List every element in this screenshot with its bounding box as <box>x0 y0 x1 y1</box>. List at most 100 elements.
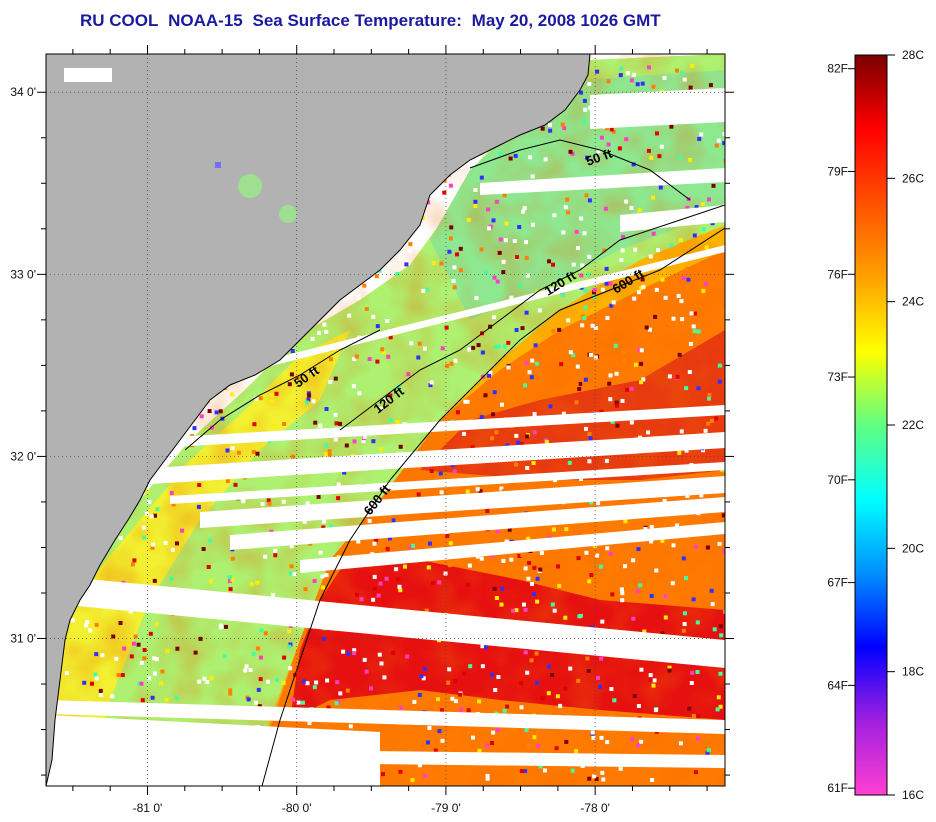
speckle-pixel <box>385 546 390 551</box>
speckle-pixel <box>632 694 637 699</box>
speckle-pixel <box>496 675 501 679</box>
speckle-pixel <box>504 221 509 226</box>
speckle-pixel <box>699 281 703 286</box>
speckle-pixel <box>305 681 310 686</box>
speckle-pixel <box>470 445 475 450</box>
speckle-pixel <box>625 71 630 76</box>
speckle-pixel <box>201 547 206 551</box>
speckle-pixel <box>642 714 647 718</box>
speckle-pixel <box>689 311 694 316</box>
speckle-pixel <box>500 586 505 591</box>
speckle-pixel <box>490 436 494 441</box>
speckle-pixel <box>142 535 147 540</box>
speckle-pixel <box>576 678 581 683</box>
speckle-pixel <box>266 498 271 503</box>
f-label-79: 79F <box>827 164 848 178</box>
speckle-pixel <box>129 654 134 659</box>
speckle-pixel <box>352 357 357 361</box>
speckle-pixel <box>372 586 377 591</box>
speckle-pixel <box>333 437 338 442</box>
speckle-pixel <box>362 657 367 662</box>
speckle-pixel <box>718 671 723 676</box>
speckle-pixel <box>493 688 498 692</box>
speckle-pixel <box>159 681 164 686</box>
speckle-pixel <box>552 608 557 613</box>
speckle-pixel <box>576 556 581 561</box>
speckle-pixel <box>693 770 698 775</box>
speckle-pixel <box>582 231 587 236</box>
speckle-pixel <box>356 539 361 544</box>
speckle-pixel <box>524 240 528 245</box>
speckle-pixel <box>361 439 366 444</box>
speckle-pixel <box>241 499 246 504</box>
speckle-pixel <box>508 156 513 161</box>
speckle-pixel <box>180 528 185 533</box>
speckle-pixel <box>491 730 496 735</box>
speckle-pixel <box>506 365 511 370</box>
speckle-pixel <box>623 519 628 524</box>
speckle-pixel <box>225 448 230 453</box>
speckle-pixel <box>118 621 123 625</box>
speckle-pixel <box>529 658 534 663</box>
speckle-pixel <box>579 90 583 95</box>
speckle-pixel <box>475 487 480 492</box>
speckle-pixel <box>433 748 438 753</box>
speckle-pixel <box>690 670 695 675</box>
speckle-pixel <box>540 696 545 701</box>
speckle-pixel <box>506 340 511 345</box>
speckle-pixel <box>252 422 257 427</box>
speckle-pixel <box>583 288 588 293</box>
speckle-pixel <box>524 361 529 366</box>
speckle-pixel <box>527 370 532 375</box>
speckle-pixel <box>652 678 657 683</box>
speckle-pixel <box>477 699 482 704</box>
speckle-pixel <box>122 646 127 651</box>
speckle-pixel <box>404 262 409 267</box>
speckle-pixel <box>548 123 552 127</box>
speckle-pixel <box>675 374 680 379</box>
speckle-pixel <box>384 576 389 581</box>
speckle-pixel <box>488 324 493 329</box>
speckle-pixel <box>592 295 596 300</box>
speckle-pixel <box>529 375 534 380</box>
speckle-pixel <box>98 693 103 698</box>
speckle-pixel <box>266 679 270 684</box>
speckle-pixel <box>174 695 179 700</box>
speckle-pixel <box>171 502 176 507</box>
speckle-pixel <box>659 144 664 149</box>
speckle-pixel <box>543 157 548 162</box>
speckle-pixel <box>258 677 263 682</box>
speckle-pixel <box>382 675 387 680</box>
speckle-pixel <box>633 362 638 367</box>
speckle-pixel <box>485 743 489 748</box>
speckle-pixel <box>376 593 381 598</box>
speckle-pixel <box>679 429 684 434</box>
speckle-pixel <box>439 490 444 495</box>
speckle-pixel <box>405 654 410 659</box>
speckle-pixel <box>474 296 479 300</box>
speckle-pixel <box>437 736 441 741</box>
speckle-pixel <box>532 565 537 570</box>
speckle-pixel <box>352 648 357 653</box>
speckle-pixel <box>251 450 256 454</box>
speckle-pixel <box>655 131 659 136</box>
speckle-pixel <box>534 361 539 366</box>
speckle-pixel <box>600 287 605 292</box>
speckle-pixel <box>451 278 456 283</box>
speckle-pixel <box>287 382 292 387</box>
sst-map[interactable]: 50 ft 50 ft 120 ft 120 ft 600 ft 600 ft … <box>0 0 760 817</box>
speckle-pixel <box>154 657 159 662</box>
speckle-pixel <box>609 127 614 132</box>
f-label-76: 76F <box>827 267 848 281</box>
speckle-pixel <box>258 396 263 401</box>
speckle-pixel <box>527 561 532 565</box>
speckle-pixel <box>321 525 326 530</box>
speckle-pixel <box>571 262 576 267</box>
speckle-pixel <box>639 286 644 291</box>
speckle-pixel <box>585 155 589 160</box>
speckle-pixel <box>362 434 367 439</box>
speckle-pixel <box>130 562 135 567</box>
speckle-pixel <box>586 272 591 277</box>
speckle-pixel <box>632 296 637 301</box>
speckle-pixel <box>605 546 610 551</box>
